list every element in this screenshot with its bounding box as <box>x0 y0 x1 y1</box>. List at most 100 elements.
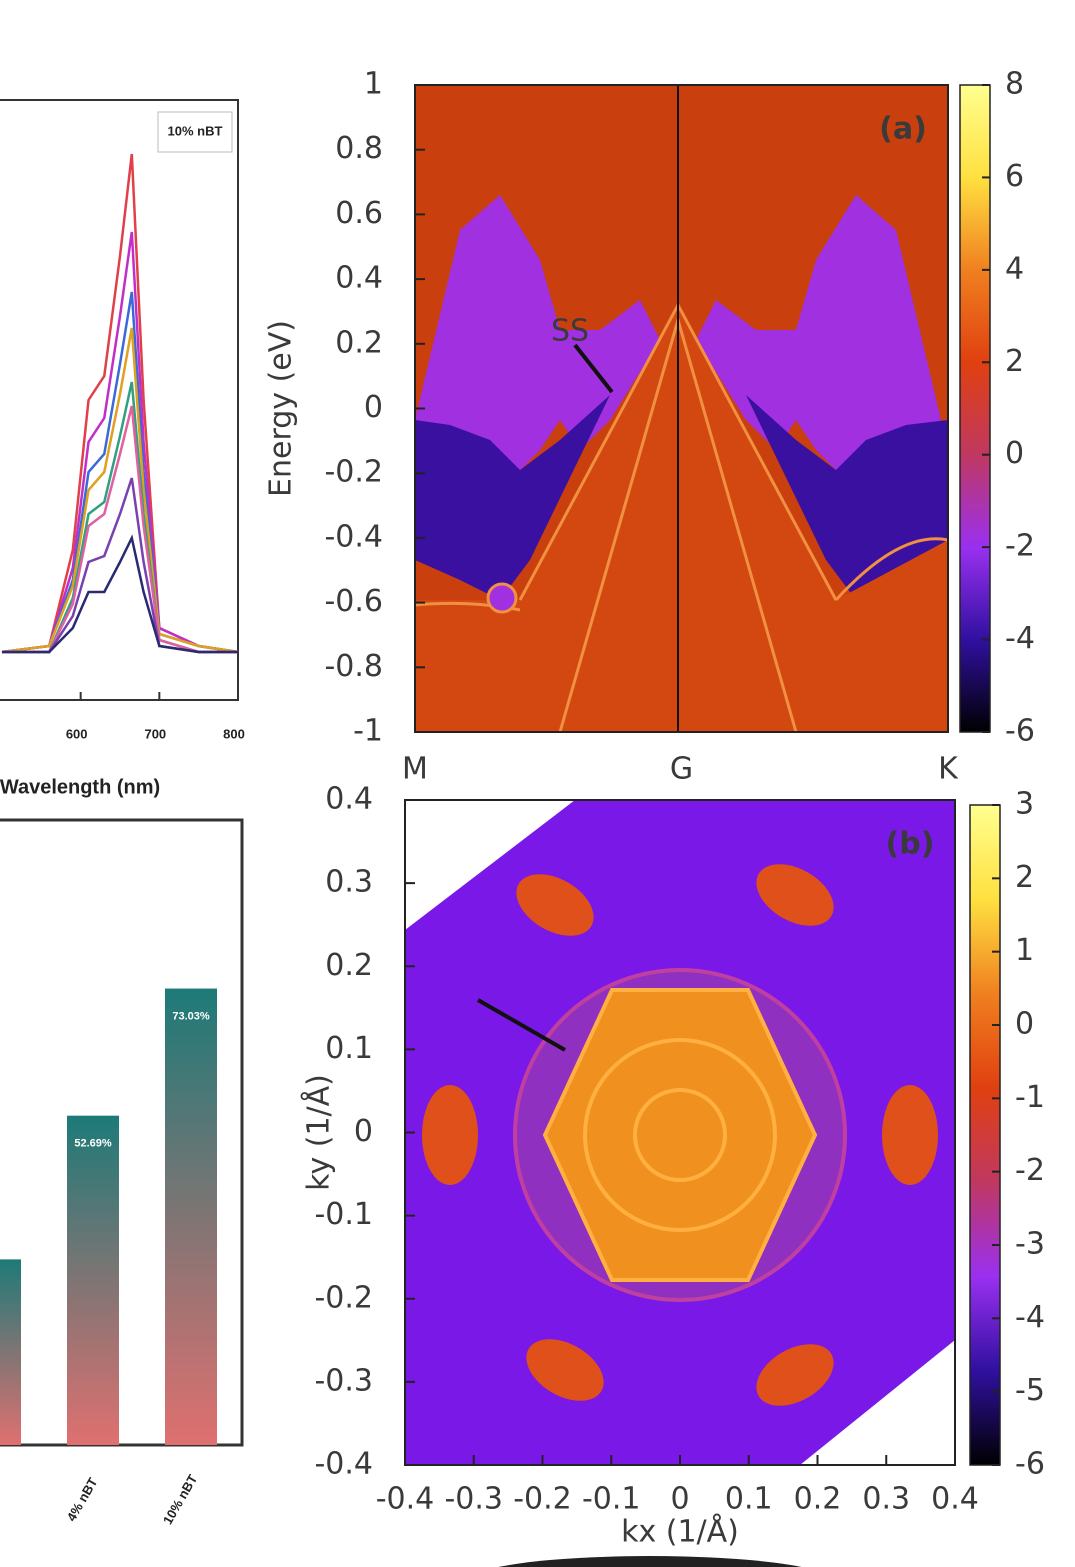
fermi-map <box>405 800 955 1465</box>
y-tick-label: 0.2 <box>335 325 383 360</box>
x-tick-label: 0.4 <box>931 1482 979 1517</box>
y-tick-label: 0.3 <box>325 865 373 900</box>
x-axis-label: Wavelength (nm) <box>0 776 160 798</box>
line-series <box>1 327 239 654</box>
y-tick-label: 1 <box>364 67 383 102</box>
map-pocket <box>882 1085 938 1185</box>
x-tick-label: 600 <box>66 726 88 741</box>
bar <box>165 988 217 1445</box>
plot-frame <box>0 99 239 701</box>
colorbar-tick-label: 2 <box>1015 860 1034 895</box>
panel-label: (a) <box>879 112 927 147</box>
label-box <box>157 111 233 153</box>
map-cone <box>415 305 948 732</box>
x-tick-label: M <box>402 752 428 787</box>
x-tick-label: K <box>938 752 959 787</box>
colorbar-tick-label: 1 <box>1015 933 1034 968</box>
edge-shadow <box>498 1556 802 1567</box>
x-tick-label: 0.1 <box>725 1482 773 1517</box>
colorbar-tick-label: -2 <box>1005 529 1035 564</box>
chart-label: 10% nBT <box>168 123 223 138</box>
map-ring <box>583 1038 777 1232</box>
colorbar-tick-label: 0 <box>1015 1007 1034 1042</box>
annotation-arrow <box>573 343 614 394</box>
y-tick-label: 0.1 <box>325 1031 373 1066</box>
plot-frame <box>0 818 244 1447</box>
y-tick-label: 0.6 <box>335 196 383 231</box>
y-tick-label: 0 <box>354 1114 373 1149</box>
y-axis-label: Energy (eV) <box>264 320 299 497</box>
y-tick-label: -0.1 <box>314 1197 373 1232</box>
line-series <box>1 153 239 654</box>
y-tick-label: -0.3 <box>314 1363 373 1398</box>
x-tick-label: 700 <box>144 726 166 741</box>
x-tick-label: -0.4 <box>376 1482 435 1517</box>
line-series <box>1 291 239 654</box>
line-series <box>2 477 238 654</box>
colorbar-tick-label: -3 <box>1015 1227 1045 1262</box>
y-tick-label: -0.2 <box>314 1280 373 1315</box>
colorbar <box>969 804 1001 1466</box>
colorbar-tick-label: 6 <box>1005 159 1024 194</box>
colorbar-tick-label: 3 <box>1015 787 1034 822</box>
x-tick-label: -0.2 <box>513 1482 572 1517</box>
map-pocket <box>756 1344 834 1406</box>
y-tick-label: -0.2 <box>324 455 383 490</box>
line-series <box>1 231 239 654</box>
map-ring <box>633 1088 727 1182</box>
value-label: 73.03% <box>172 1010 210 1022</box>
colorbar-tick-label: -5 <box>1015 1373 1045 1408</box>
colorbar-tick-label: 8 <box>1005 67 1024 102</box>
colorbar-tick-label: 2 <box>1005 344 1024 379</box>
x-tick-label: G <box>670 752 693 787</box>
annotation: SS <box>551 314 589 349</box>
map-pocket <box>526 1339 604 1401</box>
colorbar-tick-label: -4 <box>1005 621 1035 656</box>
value-label: 52.69% <box>74 1138 112 1150</box>
colorbar-tick-label: -2 <box>1015 1153 1045 1188</box>
x-tick-label: 800 <box>223 726 245 741</box>
plot-frame <box>414 84 949 733</box>
map-pocket <box>756 864 834 926</box>
map-blank <box>800 1340 955 1465</box>
colorbar-tick-label: -1 <box>1015 1080 1045 1115</box>
colorbar <box>959 84 991 733</box>
y-tick-label: -0.4 <box>324 519 383 554</box>
band-map <box>415 85 948 732</box>
bar <box>67 1115 119 1445</box>
bar <box>0 1259 21 1445</box>
y-tick-label: 0.2 <box>325 948 373 983</box>
map-pocket <box>486 582 518 614</box>
x-tick-label: 4% nBT <box>64 1475 101 1524</box>
line-series <box>2 405 238 654</box>
map-region <box>415 395 610 600</box>
map-blank <box>405 800 575 930</box>
map-pocket <box>422 1085 478 1185</box>
map-hexagon <box>542 988 818 1282</box>
x-tick-label: 0.3 <box>862 1482 910 1517</box>
colorbar-tick-label: -6 <box>1015 1447 1045 1482</box>
y-tick-label: -0.6 <box>324 584 383 619</box>
map-pocket <box>516 874 594 936</box>
y-axis-label: ky (1/Å) <box>301 1074 337 1191</box>
x-tick-label: -0.3 <box>444 1482 503 1517</box>
colorbar-tick-label: 0 <box>1005 436 1024 471</box>
y-tick-label: 0.4 <box>325 782 373 817</box>
y-tick-label: 0.8 <box>335 131 383 166</box>
x-tick-label: 10% nBT <box>160 1472 200 1527</box>
panel-label: (b) <box>886 827 935 862</box>
x-tick-label: 0 <box>670 1482 689 1517</box>
x-tick-label: 0.2 <box>794 1482 842 1517</box>
y-tick-label: -1 <box>353 714 383 749</box>
colorbar-tick-label: -4 <box>1015 1300 1045 1335</box>
colorbar-tick-label: -6 <box>1005 714 1035 749</box>
x-tick-label: -0.1 <box>582 1482 641 1517</box>
y-tick-label: 0.4 <box>335 261 383 296</box>
x-axis-label: kx (1/Å) <box>621 1514 739 1550</box>
line-series <box>2 534 238 654</box>
y-tick-label: -0.8 <box>324 649 383 684</box>
annotation-arrow <box>477 998 566 1052</box>
colorbar-tick-label: 4 <box>1005 251 1024 286</box>
